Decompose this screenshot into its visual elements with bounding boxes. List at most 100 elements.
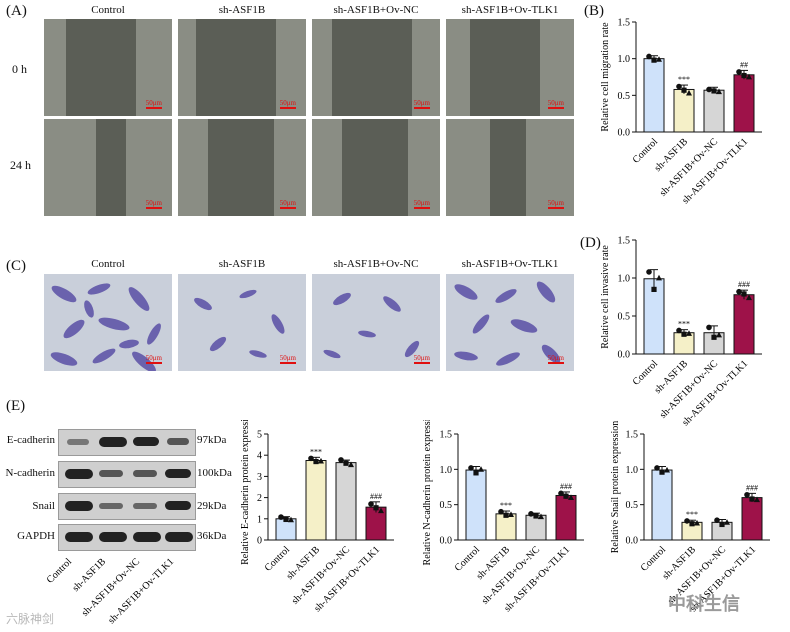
data-point — [646, 53, 652, 60]
data-point — [676, 83, 682, 90]
data-point — [373, 505, 379, 511]
wb-strip-snail — [58, 493, 196, 520]
data-point — [724, 519, 730, 525]
y-tick-label: 1.0 — [626, 465, 639, 476]
watermark-left: 六脉神剑 — [6, 612, 55, 626]
stained-cells — [194, 289, 285, 358]
y-axis-label: Relative E-cadherin protein expression — [240, 420, 251, 565]
panel-c-label: (C) — [6, 258, 26, 274]
data-point — [538, 513, 544, 520]
wound-image-control-0h: 50μm — [44, 19, 172, 116]
data-point — [706, 86, 712, 93]
scalebar: 50μm — [547, 354, 564, 362]
data-point — [716, 88, 722, 95]
data-point — [563, 493, 569, 499]
data-point — [656, 274, 662, 281]
y-tick-label: 1.5 — [626, 430, 639, 441]
data-point — [478, 466, 484, 472]
wb-kda-snail: 29kDa — [197, 500, 227, 512]
y-tick-label: 0 — [257, 536, 262, 547]
wb-strip-ecadherin — [58, 429, 196, 456]
data-point — [283, 516, 289, 523]
panel-a-col-sh: sh-ASF1B — [218, 4, 266, 16]
significance-label: ### — [560, 482, 572, 491]
y-tick-label: 0.0 — [626, 536, 639, 547]
scalebar: 50μm — [413, 199, 430, 207]
y-tick-label: 0.0 — [440, 536, 453, 547]
data-point — [651, 57, 657, 63]
panel-c-col-control: Control — [91, 258, 125, 270]
y-tick-label: 1 — [257, 514, 262, 525]
significance-label: *** — [686, 510, 698, 519]
data-point — [664, 466, 670, 473]
data-point — [711, 88, 717, 94]
panel-c-col-tlk1: sh-ASF1B+Ov-TLK1 — [461, 258, 559, 270]
wound-image-nc-0h: 50μm — [312, 19, 440, 116]
data-point — [706, 324, 712, 331]
data-point — [746, 73, 752, 80]
data-point — [681, 331, 687, 337]
scalebar: 50μm — [279, 99, 296, 107]
data-point — [659, 469, 665, 475]
wound-image-sh-0h: 50μm — [178, 19, 306, 116]
wb-lane-tlk1: sh-ASF1B+Ov-TLK1 — [106, 556, 176, 626]
bar — [733, 294, 755, 355]
scalebar: 50μm — [145, 199, 162, 207]
data-point — [686, 330, 692, 336]
chart-invasion: 0.0 0.5 1.0 1.5 Relative cell invasive rate C… — [600, 236, 762, 428]
wound-image-tlk1-24h: 50μm — [446, 119, 574, 216]
scalebar: 50μm — [145, 99, 162, 107]
significance-label: *** — [678, 320, 690, 329]
chart-migration: 0.0 0.5 1.0 1.5 Relative cell migration rate… — [600, 18, 762, 206]
data-point — [754, 496, 760, 503]
x-tick-label: Control — [453, 544, 483, 574]
y-axis-label: Relative cell invasive rate — [600, 245, 611, 349]
y-axis-label: Relative cell migration rate — [600, 22, 611, 132]
wb-strip-ncadherin — [58, 461, 196, 488]
scalebar: 50μm — [547, 99, 564, 107]
data-point — [313, 458, 319, 465]
wb-lane-nc: sh-ASF1B+Ov-NC — [80, 556, 143, 619]
panel-a-label: (A) — [6, 3, 27, 19]
scalebar: 50μm — [413, 354, 430, 362]
bar — [741, 497, 763, 541]
y-tick-label: 1.5 — [618, 18, 631, 29]
wb-label-snail: Snail — [32, 500, 55, 512]
y-tick-label: 4 — [257, 451, 262, 462]
data-point — [719, 521, 725, 528]
y-tick-label: 0.5 — [626, 500, 639, 511]
significance-label: ## — [740, 60, 748, 69]
chart-ecadherin: 0 1 2 3 4 5 Relative E-cadherin protein expres… — [240, 420, 394, 614]
significance-label: ### — [738, 280, 750, 289]
x-tick-label: Control — [263, 544, 293, 574]
y-tick-label: 0.5 — [440, 500, 453, 511]
significance-label: ### — [370, 492, 382, 501]
data-point — [533, 513, 539, 519]
panel-a-col-tlk1: sh-ASF1B+Ov-TLK1 — [461, 4, 559, 16]
data-point — [468, 465, 474, 471]
data-point — [736, 288, 742, 295]
data-point — [654, 465, 660, 471]
wb-label-ncadherin: N-cadherin — [5, 467, 55, 479]
panel-a-col-control: Control — [91, 4, 125, 16]
y-tick-label: 1.5 — [440, 430, 453, 441]
data-point — [746, 294, 752, 301]
stained-cells — [50, 283, 161, 371]
data-point — [343, 460, 349, 466]
wb-lane-control: Control — [45, 556, 75, 586]
significance-label: *** — [500, 501, 512, 510]
y-tick-label: 2 — [257, 493, 262, 504]
bar — [335, 462, 357, 541]
wb-kda-ncadherin: 100kDa — [197, 467, 232, 479]
bar — [733, 74, 755, 133]
y-tick-label: 0.5 — [618, 312, 631, 323]
wb-label-gapdh: GAPDH — [17, 530, 55, 542]
significance-label: *** — [678, 75, 690, 84]
data-point — [288, 516, 294, 523]
bar — [305, 460, 327, 541]
data-point — [714, 517, 720, 524]
scalebar: 50μm — [413, 99, 430, 107]
panel-b-label: (B) — [584, 3, 604, 19]
chart-snail: 0.0 0.5 1.0 1.5 Relative Snail protein expre… — [610, 421, 770, 614]
significance-label: *** — [310, 447, 322, 456]
